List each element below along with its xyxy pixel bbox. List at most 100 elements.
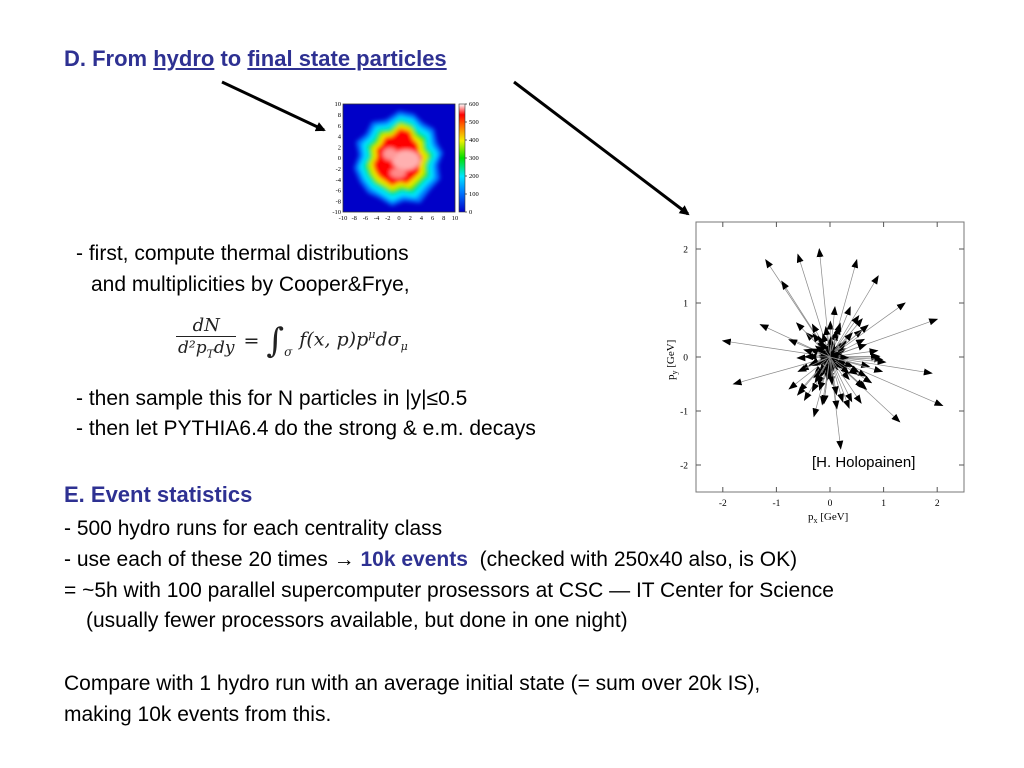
heatmap-x-tick: 2 [409,215,412,222]
colorbar-tick-label: 200 [469,173,479,180]
momentum-arrow [819,341,831,358]
momentum-arrow [821,356,831,405]
heatmap-y-tick: -2 [336,166,341,173]
heatmap-y-tick: 6 [338,123,342,130]
heatmap-x-tick: 6 [431,215,435,222]
momentum-xlabel: px [GeV] [808,511,848,525]
title-prefix: D. From [64,46,154,71]
heatmap-y-tick: -8 [336,198,341,205]
heatmap-x-tick: -8 [351,215,356,222]
step-first: - first, compute thermal distributions [76,242,409,265]
momentum-arrow [809,348,831,358]
heatmap-y-tick: 0 [338,155,341,162]
heatmap-colorbar [458,103,466,213]
momentum-arrow [829,356,884,373]
integral-sub: σ [284,344,293,359]
momentum-arrow [829,356,853,403]
compare-line-2: making 10k events from this. [64,703,332,726]
event-line-note: (usually fewer processors available, but… [86,609,628,632]
title-final-state: final state particles [247,46,447,71]
heatmap-y-tick: 10 [335,101,342,108]
heatmap-blob [354,111,443,206]
formula-integral: ∫ σ [266,323,292,359]
heatmap-x-tick: 0 [397,215,400,222]
rhs-tail: dσ [375,328,401,351]
title-hydro: hydro [153,46,215,71]
integral-sign: ∫ [266,320,285,361]
momentum-ticks: -2 -1 0 1 2 2 1 0 -1 -2 [680,222,964,509]
rhs-main: f(x, p)p [299,328,369,351]
step-sample: - then sample this for N particles in |y… [76,387,468,410]
den-sub: T [206,347,214,361]
colorbar-ticks: 600 500 400 300 200 100 0 [465,101,479,216]
colorbar-tick-label: 300 [469,155,479,162]
heatmap-y-ticks: 10 8 6 4 2 0 -2 -4 -6 -8 -10 [332,101,341,216]
x-tick-label: 0 [828,499,833,509]
colorbar-tick-label: 600 [469,101,479,108]
heatmap-y-tick: -4 [336,177,342,184]
formula-numerator: dN [192,315,220,336]
right-arrow-icon: → [333,548,355,571]
colorbar-tick-label: 400 [469,137,479,144]
formula-equals: = [243,329,260,352]
x-tick-label: -2 [719,499,727,509]
momentum-arrow-plot: -2 -1 0 1 2 2 1 0 -1 -2 px [GeV] py [GeV] [665,221,965,525]
momentum-arrow [797,356,831,372]
heatmap-y-tick: 4 [338,134,342,141]
rhs-sub: μ [400,340,408,354]
ten-k-events: 10k events [360,548,468,571]
y-tick-label: -1 [680,408,688,418]
event-line-reuse: - use each of these 20 times → 10k event… [64,544,797,575]
compare-line-1: Compare with 1 hydro run with an average… [64,672,761,695]
heatmap-x-tick: -2 [385,215,390,222]
momentum-arrow [829,305,838,358]
y-tick-label: 1 [683,300,688,310]
cooper-frye-formula: dN d²pTdy = ∫ σ f(x, p)pμdσμ [176,316,408,365]
momentum-arrow [788,356,831,390]
y-tick-label: 0 [683,354,688,364]
event-line-time: = ~5h with 100 parallel supercomputer pr… [64,579,834,602]
momentum-arrow [829,356,862,404]
heatmap-x-ticks: -10 -8 -6 -4 -2 0 2 4 6 8 10 [339,215,459,222]
x-tick-label: 1 [881,499,886,509]
colorbar-tick-label: 100 [469,191,479,198]
reuse-text: - use each of these 20 times [64,548,328,571]
heatmap-x-tick: 8 [442,215,445,222]
heatmap-y-tick: -10 [332,209,341,216]
momentum-arrow [829,356,850,409]
step-first-cont: and multiplicities by Cooper&Frye, [91,273,410,296]
colorbar-tick-label: 0 [469,209,472,216]
heatmap-x-tick: 10 [452,215,459,222]
arrow-to-heatmap [221,80,326,132]
y-tick-label: 2 [683,246,688,256]
formula-fraction: dN d²pTdy [176,315,237,365]
den-main: d²p [178,338,207,358]
section-d-title: D. From hydro to final state particles [64,46,447,72]
plot-credit: [H. Holopainen] [812,454,916,471]
step-pythia: - then let PYTHIA6.4 do the strong & e.m… [76,417,536,440]
momentum-arrows [721,248,944,450]
den-tail: dy [213,338,235,358]
arrow-to-scatter [513,80,690,216]
heatmap-x-tick: -10 [339,215,348,222]
momentum-ylabel: py [GeV] [665,340,679,380]
momentum-arrow [827,356,835,386]
heatmap-y-tick: -6 [336,188,342,195]
rhs-sup: μ [368,328,376,342]
section-e-title: E. Event statistics [64,482,253,507]
momentum-arrow [814,356,831,384]
formula-rhs: f(x, p)pμdσμ [299,328,407,353]
momentum-arrow [829,314,860,358]
formula-denominator: d²pTdy [176,336,237,365]
event-line-hydro-runs: - 500 hydro runs for each centrality cla… [64,517,443,540]
x-tick-label: -1 [772,499,780,509]
heatmap-x-tick: 4 [420,215,424,222]
momentum-arrow [829,356,839,396]
heatmap-x-tick: -4 [374,215,380,222]
x-tick-label: 2 [935,499,940,509]
heatmap-y-tick: 2 [338,144,341,151]
title-to: to [214,46,248,71]
y-tick-label: -2 [680,462,688,472]
heatmap-y-tick: 8 [338,112,341,119]
